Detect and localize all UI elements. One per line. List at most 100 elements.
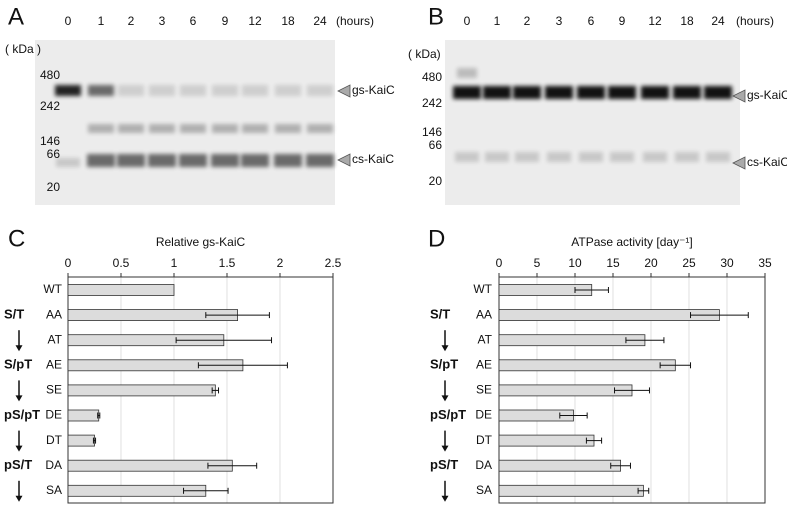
lane-label: 9 xyxy=(619,14,626,28)
category-label: AA xyxy=(476,307,492,321)
error-bar xyxy=(637,487,650,494)
gel-band xyxy=(118,85,144,96)
arrow-head xyxy=(441,495,449,502)
x-tick-label: 10 xyxy=(568,256,582,270)
gel-band xyxy=(179,154,207,167)
bar xyxy=(498,359,676,372)
x-tick-label: 0.5 xyxy=(113,256,130,270)
gel-band xyxy=(180,85,206,96)
x-tick-label: 0 xyxy=(65,256,72,270)
x-tick-label: 20 xyxy=(644,256,658,270)
error-bar xyxy=(175,337,273,344)
kda-label: ( kDa) xyxy=(408,47,441,61)
category-label: WT xyxy=(43,282,62,296)
group-label: S/T xyxy=(4,307,24,322)
bar xyxy=(67,434,95,447)
bar xyxy=(498,309,720,322)
group-label: pS/T xyxy=(430,457,458,472)
category-label: SE xyxy=(46,383,62,397)
category-label: DT xyxy=(476,433,493,447)
arrow-head xyxy=(15,345,23,352)
bar xyxy=(498,459,621,472)
gel-band xyxy=(675,152,699,162)
x-tick-label: 30 xyxy=(720,256,734,270)
gel-band xyxy=(212,124,238,133)
gel-band xyxy=(117,154,145,167)
lane-label: 3 xyxy=(159,14,166,28)
category-label: AT xyxy=(48,332,63,346)
category-label: SA xyxy=(476,483,492,497)
lane-label: 2 xyxy=(128,14,135,28)
lane-label: 18 xyxy=(281,14,295,28)
x-tick-label: 0 xyxy=(496,256,503,270)
lane-label: 1 xyxy=(98,14,105,28)
bar xyxy=(498,334,646,347)
arrow-head xyxy=(15,445,23,452)
gel-band xyxy=(515,152,539,162)
group-label: S/T xyxy=(430,307,450,322)
marker-label: 146 xyxy=(40,134,60,148)
category-label: DA xyxy=(475,458,492,472)
error-bar xyxy=(183,487,229,494)
category-label: SA xyxy=(46,483,62,497)
gel-band xyxy=(547,152,571,162)
marker-label: 20 xyxy=(47,180,61,194)
band-pointer xyxy=(732,156,746,170)
bar xyxy=(498,484,644,497)
arrow-head xyxy=(441,345,449,352)
band-label: gs-KaiC xyxy=(747,88,787,102)
band-label: cs-KaiC xyxy=(747,155,787,169)
gel-band xyxy=(211,154,239,167)
marker-label: 20 xyxy=(429,174,443,188)
group-label: S/pT xyxy=(4,357,32,372)
x-tick-label: 25 xyxy=(682,256,696,270)
lane-label: 12 xyxy=(648,14,662,28)
category-label: WT xyxy=(473,282,492,296)
gel-band xyxy=(513,86,541,99)
gel-image xyxy=(445,40,740,205)
gel-band xyxy=(148,154,176,167)
error-bar xyxy=(659,362,692,369)
error-bar xyxy=(205,312,270,319)
axis-title: ATPase activity [day⁻¹] xyxy=(571,235,692,249)
category-label: DA xyxy=(45,458,62,472)
arrow-head xyxy=(441,395,449,402)
gel-band xyxy=(706,152,730,162)
error-bar xyxy=(207,462,258,469)
group-label: pS/pT xyxy=(430,407,466,422)
x-tick-label: 15 xyxy=(606,256,620,270)
marker-label: 480 xyxy=(40,68,60,82)
category-label: AE xyxy=(46,357,62,371)
gel-band xyxy=(608,86,636,99)
error-bar xyxy=(211,387,220,394)
lane-label: 6 xyxy=(588,14,595,28)
x-tick-label: 1.5 xyxy=(219,256,236,270)
gel-band xyxy=(212,85,238,96)
gel-band xyxy=(453,86,481,99)
category-label: AT xyxy=(478,332,493,346)
time-unit: (hours) xyxy=(736,14,774,28)
gel-band xyxy=(641,86,669,99)
bar xyxy=(498,384,633,397)
gel-band xyxy=(275,85,301,96)
gel-band xyxy=(610,152,634,162)
x-tick-label: 5 xyxy=(534,256,541,270)
gel-band xyxy=(643,152,667,162)
marker-label: 146 xyxy=(422,125,442,139)
lane-label: 18 xyxy=(680,14,694,28)
marker-label: 242 xyxy=(422,96,442,110)
category-label: AA xyxy=(46,307,62,321)
bar xyxy=(67,284,175,296)
lane-label: 0 xyxy=(65,14,72,28)
gel-band xyxy=(545,86,573,99)
arrow-head xyxy=(15,395,23,402)
bar xyxy=(67,384,216,397)
time-unit: (hours) xyxy=(336,14,374,28)
group-label: pS/pT xyxy=(4,407,40,422)
error-bar xyxy=(614,387,650,394)
gel-band xyxy=(577,86,605,99)
category-label: SE xyxy=(476,383,492,397)
gel-band xyxy=(455,152,479,162)
gel-band xyxy=(118,124,144,133)
